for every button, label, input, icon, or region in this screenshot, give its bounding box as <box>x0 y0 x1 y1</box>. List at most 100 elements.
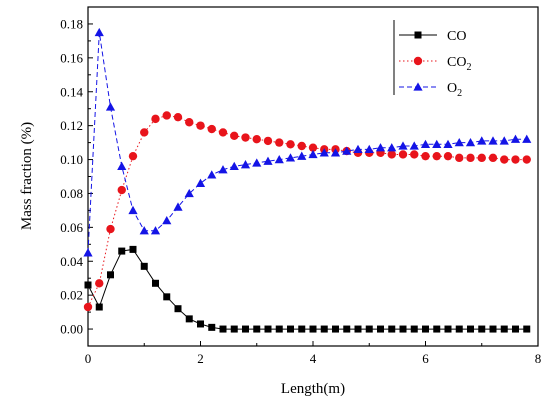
y-tick-label: 0.08 <box>60 186 83 201</box>
series-co2-point <box>398 150 408 159</box>
series-co-point <box>365 325 373 333</box>
series-o2-point <box>94 27 104 37</box>
series-o2-point <box>229 161 239 171</box>
series-co-point <box>275 325 283 333</box>
series-co-point <box>388 325 396 333</box>
series-o2-point <box>218 165 228 174</box>
series-co2 <box>83 111 531 312</box>
series-co-point <box>455 325 463 333</box>
series-co2-point <box>488 153 498 163</box>
series-co2-point <box>443 151 453 161</box>
y-axis-ticks: 0.00 0.02 0.04 0.06 0.08 0.10 0.12 0.14 0.16 0.18 <box>60 16 93 337</box>
series-o2 <box>83 27 532 257</box>
series-o2-point <box>139 226 149 235</box>
legend-label-text: O <box>447 81 457 96</box>
series-co-point <box>287 325 294 333</box>
series-co-point <box>298 325 306 333</box>
series-co-point <box>95 303 103 311</box>
series-co-point <box>523 325 531 333</box>
series-o2-point <box>477 136 487 145</box>
series-o2-point <box>150 226 161 235</box>
series-co2-point <box>173 112 183 122</box>
series-o2-point <box>465 138 476 147</box>
series-o2-point <box>308 149 318 159</box>
x-axis-ticks: 0 2 4 6 8 <box>85 341 542 366</box>
x-tick-label: 8 <box>535 351 542 366</box>
series-o2-point <box>510 134 521 143</box>
series-co-point <box>512 325 519 333</box>
series-co-point <box>219 325 227 333</box>
series-co-point <box>478 325 486 333</box>
series-co-point <box>433 325 441 333</box>
series-o2-point <box>364 144 374 154</box>
x-tick-label: 4 <box>310 351 317 366</box>
series-o2-point <box>330 148 341 157</box>
series-co-point <box>264 325 272 333</box>
series-o2-point <box>443 139 453 148</box>
series-co2-point <box>95 279 104 288</box>
series-co-point <box>343 325 351 333</box>
series-co2-point <box>511 155 520 164</box>
series-o2-point <box>488 136 498 145</box>
series-co2-point <box>196 121 205 130</box>
series-o2-point <box>454 138 464 147</box>
legend-marker-o2 <box>413 82 423 91</box>
series-o2-point <box>319 148 329 157</box>
series-co2-point <box>477 153 486 163</box>
series-co-point <box>467 325 474 333</box>
legend-label-text: CO <box>447 29 466 44</box>
series-o2-point <box>522 134 532 143</box>
series-o2-point <box>420 139 431 148</box>
series-co-point <box>208 323 216 331</box>
series-co-point <box>242 325 249 333</box>
series-co2-line <box>87 114 527 308</box>
series-o2-point <box>432 139 442 148</box>
series-o2-point <box>375 143 386 152</box>
legend-label-co2: CO2 <box>447 55 471 73</box>
y-tick-label: 0.04 <box>60 254 83 269</box>
series-co-line <box>87 248 527 330</box>
series-co-point <box>197 320 204 328</box>
series-co2-point <box>308 143 318 152</box>
series-o2-point <box>263 156 273 165</box>
legend: CO CO2 O2 <box>393 20 471 99</box>
series-o2-point <box>105 102 116 111</box>
y-tick-label: 0.18 <box>60 16 83 31</box>
series-co2-point <box>263 136 273 146</box>
series-o2-point <box>207 170 217 179</box>
x-tick-label: 2 <box>197 351 204 366</box>
y-tick-label: 0.16 <box>60 50 83 65</box>
series-co-point <box>140 262 148 270</box>
series-co2-point <box>432 151 441 161</box>
series-o2-point <box>162 215 172 225</box>
series-o2-point <box>353 144 363 154</box>
series-o2-line <box>87 32 527 253</box>
series-co2-point <box>466 153 475 163</box>
series-co2-point <box>117 185 126 195</box>
series-co-point <box>332 325 339 333</box>
y-axis-title: Mass fraction (%) <box>19 122 35 230</box>
series-layer <box>83 27 532 333</box>
series-co2-point <box>421 151 430 161</box>
series-co2-point <box>286 140 295 149</box>
series-co2-point <box>387 150 396 159</box>
series-o2-point <box>409 141 419 150</box>
series-co-point <box>185 315 193 323</box>
series-co-point <box>354 325 362 333</box>
series-co2-point <box>297 141 306 151</box>
series-co2-point <box>455 153 464 163</box>
series-co2-point <box>162 111 171 120</box>
series-co2-point <box>218 128 228 137</box>
series-o2-point <box>398 141 408 150</box>
series-o2-point <box>184 188 194 198</box>
series-co-point <box>489 325 497 333</box>
series-o2-point <box>173 202 183 211</box>
series-co2-point <box>128 151 138 161</box>
legend-label-subscript: 2 <box>466 62 471 73</box>
legend-label-co: CO <box>447 29 466 44</box>
x-tick-label: 6 <box>422 351 429 366</box>
series-co2-point <box>83 302 93 312</box>
series-o2-point <box>285 153 296 162</box>
x-axis-title: Length(m) <box>281 381 345 397</box>
